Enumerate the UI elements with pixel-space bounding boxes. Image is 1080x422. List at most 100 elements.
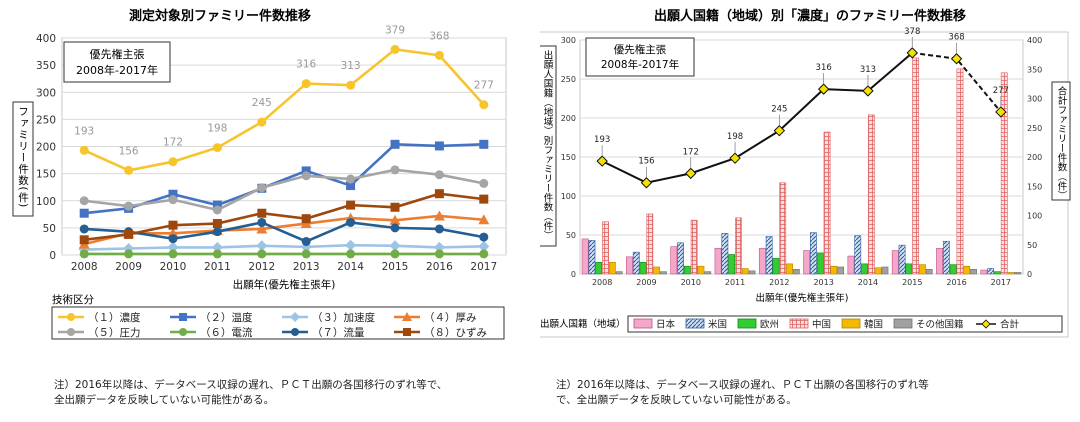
right-total-point — [685, 167, 697, 180]
left-series-line — [84, 192, 484, 242]
right-bar — [861, 263, 868, 275]
right-total-data-label: 378 — [904, 27, 920, 37]
left-data-label: 368 — [429, 30, 449, 42]
right-x-tick-label: 2010 — [681, 278, 701, 287]
right-bar — [963, 265, 971, 275]
left-series-point — [434, 170, 444, 180]
left-data-label: 193 — [74, 125, 94, 137]
left-series-point — [434, 249, 444, 259]
left-x-ticks: 2008 2009 2010 2011 2012 2013 2014 2015 2016 2017 — [71, 261, 497, 273]
left-data-label: 316 — [296, 59, 316, 71]
right-left-y-tick-label: 300 — [561, 36, 576, 45]
right-left-y-tick-label: 0 — [571, 270, 576, 279]
left-series-point — [212, 227, 222, 237]
left-series-point — [390, 202, 400, 212]
right-bar — [987, 268, 995, 275]
right-bar — [980, 269, 988, 275]
right-total-data-label: 172 — [683, 147, 699, 157]
right-bar — [670, 246, 678, 275]
left-series-point — [479, 249, 489, 259]
left-series-point — [434, 141, 444, 151]
right-x-tick-label: 2015 — [902, 278, 922, 287]
left-data-label: 379 — [385, 24, 405, 36]
right-right-y-tick-label: 250 — [1027, 124, 1042, 133]
left-series-point — [212, 143, 222, 153]
right-bar — [1007, 272, 1015, 275]
left-footnote-line-1: 注）2016年以降は、データベース収録の遅れ、ＰＣＴ出願の各国移行のずれ等で、 — [54, 379, 448, 391]
left-series-point — [478, 240, 490, 252]
left-data-label: 313 — [341, 60, 361, 72]
right-bar — [919, 264, 926, 275]
left-y-tick-label: 50 — [43, 223, 56, 235]
left-series-point — [79, 224, 89, 234]
right-legend-swatch — [789, 318, 809, 329]
right-bar — [765, 236, 773, 275]
left-legend-title: 技術区分 — [52, 293, 94, 306]
left-x-tick-label: 2014 — [337, 261, 364, 273]
left-legend-label: （２）温度 — [200, 311, 253, 324]
left-x-tick-label: 2008 — [71, 261, 98, 273]
right-legend-label: 中国 — [812, 319, 831, 331]
right-x-ticks: 2008 2009 2010 2011 2012 2013 2014 2015 2016 2017 — [592, 278, 1011, 287]
left-series-point — [79, 235, 89, 245]
left-y-tick-label: 100 — [36, 196, 56, 208]
right-left-y-axis-label: 出願人国籍（地域）別ファミリー件数（件） — [542, 49, 554, 240]
left-y-tick-label: 350 — [36, 60, 56, 72]
right-right-y-ticks: 0 50 100 150 200 250 300 350 400 — [1027, 36, 1042, 279]
left-period-box — [63, 41, 171, 83]
right-total-data-label: 156 — [638, 157, 654, 167]
left-series-point — [256, 240, 268, 252]
right-bar — [704, 271, 712, 275]
left-series-line — [83, 48, 485, 172]
left-series-point — [301, 236, 311, 246]
left-x-tick-label: 2011 — [204, 261, 231, 273]
left-series-point — [212, 249, 222, 259]
left-y-tick-label: 200 — [36, 142, 56, 154]
left-series-point — [257, 249, 267, 259]
left-x-tick-label: 2010 — [160, 261, 187, 273]
left-footnote: 注）2016年以降は、データベース収録の遅れ、ＰＣＴ出願の各国移行のずれ等で、 … — [54, 378, 447, 408]
right-right-y-tick-label: 150 — [1027, 182, 1042, 191]
left-data-label: 172 — [163, 137, 183, 149]
right-legend-swatch — [893, 318, 913, 329]
right-left-y-tick-label: 150 — [561, 153, 576, 162]
left-series-point — [346, 200, 356, 210]
left-legend: （１）濃度 （２）温度 （３）加速度 （４）厚み （５）圧力 （６）電流 （７）流量 （８）ひ… — [58, 311, 487, 339]
right-total-point — [950, 53, 963, 65]
left-series-point — [389, 214, 401, 225]
left-legend-swatch-marker — [179, 328, 187, 336]
right-box-label-1: 優先権主張 — [614, 43, 667, 56]
left-legend-label: （５）圧力 — [88, 326, 141, 339]
right-total-data-label: 368 — [948, 33, 964, 43]
left-data-label: 198 — [207, 123, 227, 135]
right-legend-swatch — [633, 318, 653, 329]
right-right-y-tick-label: 50 — [1027, 241, 1037, 250]
left-data-labels: 193 156 172 198 245 316 313 379 368 277 — [74, 24, 494, 157]
left-series-point — [301, 166, 311, 176]
left-series-point — [211, 241, 223, 253]
right-bar — [660, 271, 667, 275]
right-bar — [1014, 272, 1022, 275]
left-legend-label: （３）加速度 — [312, 311, 375, 324]
right-bar — [697, 265, 705, 275]
right-chart-title: 出願人国籍（地域）別「濃度」のファミリー件数推移 — [654, 8, 966, 24]
right-legend-label: 韓国 — [864, 320, 883, 331]
right-legend-label: その他国籍 — [916, 319, 964, 331]
left-series-point — [479, 232, 489, 242]
left-y-tick-label: 250 — [36, 114, 56, 126]
right-bar — [646, 213, 654, 275]
left-series-point — [212, 200, 222, 210]
right-bar — [994, 271, 1001, 275]
left-series-point — [79, 196, 89, 206]
right-bar — [830, 265, 838, 275]
left-series-point — [168, 249, 178, 259]
left-series-point — [257, 217, 267, 227]
left-y-tick-label: 300 — [36, 87, 56, 99]
left-legend-swatch-marker — [291, 328, 299, 336]
left-series-point — [390, 165, 400, 175]
left-series-line — [84, 168, 485, 212]
left-y-axis-label: ファミリー件数(件) — [17, 106, 29, 208]
left-legend-box — [51, 306, 505, 340]
right-bar — [786, 263, 793, 275]
family-count-by-target-chart: 測定対象別ファミリー件数推移 050100150200250300350400 … — [12, 8, 507, 340]
